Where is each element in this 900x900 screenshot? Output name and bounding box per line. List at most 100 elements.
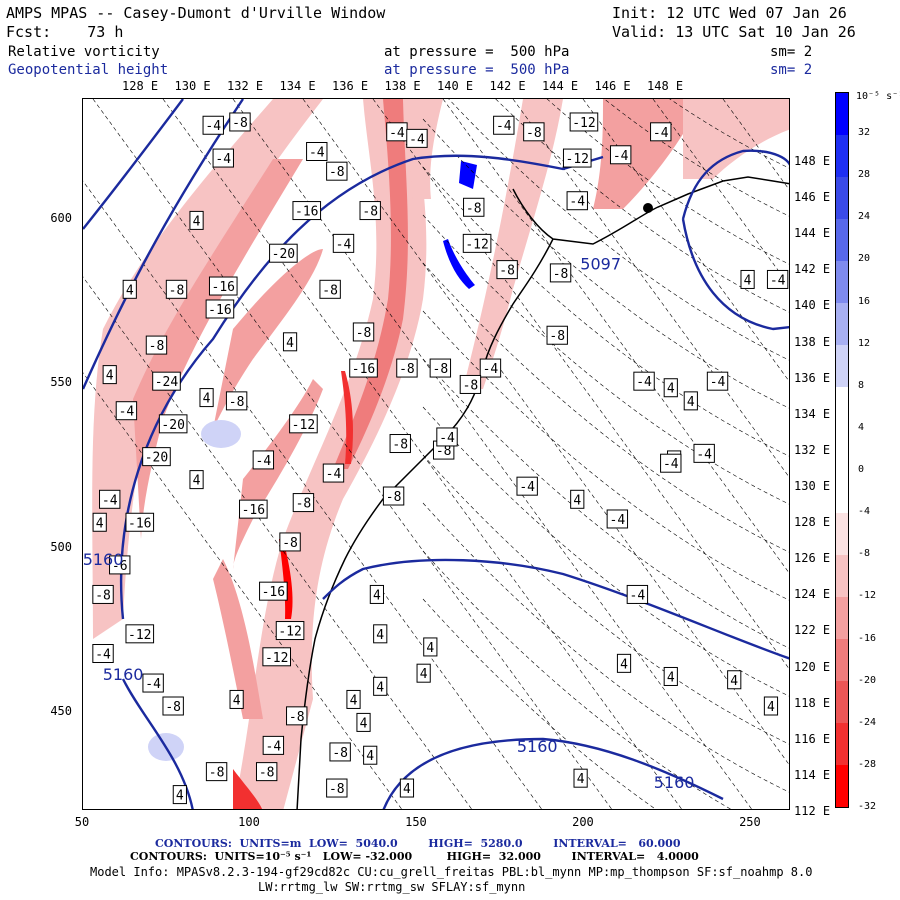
right-longitude-label: 140 E <box>794 298 831 313</box>
grid-line <box>422 358 789 649</box>
right-longitude-label: 114 E <box>794 767 831 782</box>
vorticity-label-text: 4 <box>376 680 384 695</box>
colorbar-bin <box>836 681 848 723</box>
right-longitude-label: 122 E <box>794 623 831 638</box>
x-tick-label: 200 <box>572 815 594 829</box>
right-longitude-label: 146 E <box>794 190 831 205</box>
top-longitude-label: 148 E <box>647 79 684 93</box>
top-longitude-label: 142 E <box>489 79 526 93</box>
vorticity-label: 4 <box>189 470 204 490</box>
vorticity-label: 4 <box>740 269 755 289</box>
colorbar-bin <box>836 303 848 345</box>
vorticity-label: -4 <box>693 443 715 463</box>
field2-smoothing: sm= 2 <box>770 62 813 78</box>
init-time: Init: 12 UTC Wed 07 Jan 26 <box>612 4 847 22</box>
vorticity-label-text: -4 <box>610 513 626 528</box>
vorticity-label: 4 <box>373 676 388 696</box>
vorticity-label-text: 4 <box>403 782 411 797</box>
vorticity-label: 4 <box>363 745 378 765</box>
vorticity-label-text: 4 <box>126 283 134 298</box>
vorticity-label: -12 <box>569 112 599 132</box>
vorticity-label-text: -16 <box>242 503 265 518</box>
vorticity-label-text: -4 <box>483 362 499 377</box>
station-marker <box>643 203 653 213</box>
colorbar-label: 20 <box>858 253 871 265</box>
vorticity-label: -8 <box>549 263 572 283</box>
vorticity-label: -8 <box>359 201 381 221</box>
vorticity-label-text: -4 <box>653 126 669 141</box>
right-longitude-label: 120 E <box>794 659 831 674</box>
vorticity-label: -4 <box>633 371 655 391</box>
vorticity-max-negative-2 <box>279 539 293 619</box>
grid-line <box>422 310 789 601</box>
colorbar-bin <box>836 513 848 555</box>
right-longitude-label: 124 E <box>794 587 831 602</box>
vorticity-label-text: -12 <box>292 418 315 433</box>
height-contour-label: 5160 <box>517 737 558 756</box>
vorticity-label-text: -8 <box>322 283 338 298</box>
vorticity-label: -8 <box>326 161 348 181</box>
vorticity-label-text: 4 <box>687 395 695 410</box>
vorticity-label-text: 4 <box>193 214 201 229</box>
vorticity-label: -4 <box>332 233 355 253</box>
vorticity-label: 4 <box>683 391 698 411</box>
vorticity-label: -8 <box>292 493 315 513</box>
vorticity-label: 4 <box>369 584 384 604</box>
vorticity-label-text: -12 <box>128 628 151 643</box>
vorticity-label: -8 <box>459 374 482 394</box>
vorticity-label-text: 4 <box>106 369 114 384</box>
grid-line <box>422 214 789 505</box>
vorticity-label-text: -8 <box>549 329 565 344</box>
x-tick-label: 250 <box>739 815 761 829</box>
vorticity-label-text: -8 <box>209 766 225 781</box>
vorticity-label-text: -4 <box>710 375 726 390</box>
vorticity-label: 4 <box>423 637 438 657</box>
vorticity-label: -4 <box>202 115 224 135</box>
vorticity-label-text: 4 <box>366 749 374 764</box>
right-longitude-label: 132 E <box>794 442 831 457</box>
right-longitude-label: 126 E <box>794 551 831 566</box>
grid-line <box>422 550 732 809</box>
vorticity-label: -4 <box>142 673 164 693</box>
grid-line <box>495 99 789 313</box>
right-longitude-label: 134 E <box>794 406 831 421</box>
vorticity-label-text: -8 <box>499 264 515 279</box>
right-longitude-label: 136 E <box>794 370 831 385</box>
vorticity-label: -8 <box>463 197 485 217</box>
map-plot-area[interactable]: -8 -4 -4 -4 -4 -4 -8 -12 -4 -12 -8 -16 -8 -8 4 -4 -12 -20… <box>82 98 790 810</box>
vorticity-label: 4 <box>416 663 431 683</box>
vorticity-label: 4 <box>122 279 137 299</box>
height-contour-label: 5160 <box>654 773 695 792</box>
coastline <box>296 176 789 809</box>
right-longitude-label: 148 E <box>794 154 831 168</box>
vorticity-label-text: -4 <box>205 119 221 134</box>
vorticity-label-text: -12 <box>265 651 288 666</box>
right-longitude-label: 116 E <box>794 731 831 746</box>
top-longitude-label: 134 E <box>279 79 316 93</box>
vorticity-label-text: -8 <box>229 395 245 410</box>
vorticity-label: -12 <box>562 148 592 168</box>
colorbar-label: 4 <box>858 421 865 433</box>
vorticity-label-text: 4 <box>667 670 675 685</box>
colorbar-label: -8 <box>858 548 871 560</box>
colorbar-bin <box>836 639 848 681</box>
height-contour-6 <box>382 737 724 809</box>
vorticity-label: 4 <box>616 653 632 673</box>
vorticity-label: -16 <box>125 512 155 532</box>
vorticity-label: 4 <box>570 489 585 509</box>
vorticity-label-text: -8 <box>169 283 185 298</box>
vorticity-label: -4 <box>516 476 538 496</box>
colorbar-label: -32 <box>858 801 877 812</box>
vorticity-max-negative <box>341 371 353 464</box>
colorbar-bin <box>836 471 848 513</box>
vorticity-label: 4 <box>727 670 742 690</box>
vorticity-label-text: -8 <box>436 444 452 459</box>
colorbar-label: -12 <box>858 590 877 602</box>
top-longitude-label: 128 E <box>122 79 159 93</box>
colorbar-bin <box>836 345 848 387</box>
vorticity-label: -8 <box>496 260 518 280</box>
vorticity-label: -24 <box>152 371 181 391</box>
colorbar-label: 0 <box>858 464 865 476</box>
vorticity-label-text: -4 <box>630 588 646 603</box>
vorticity-label: -4 <box>322 463 345 483</box>
